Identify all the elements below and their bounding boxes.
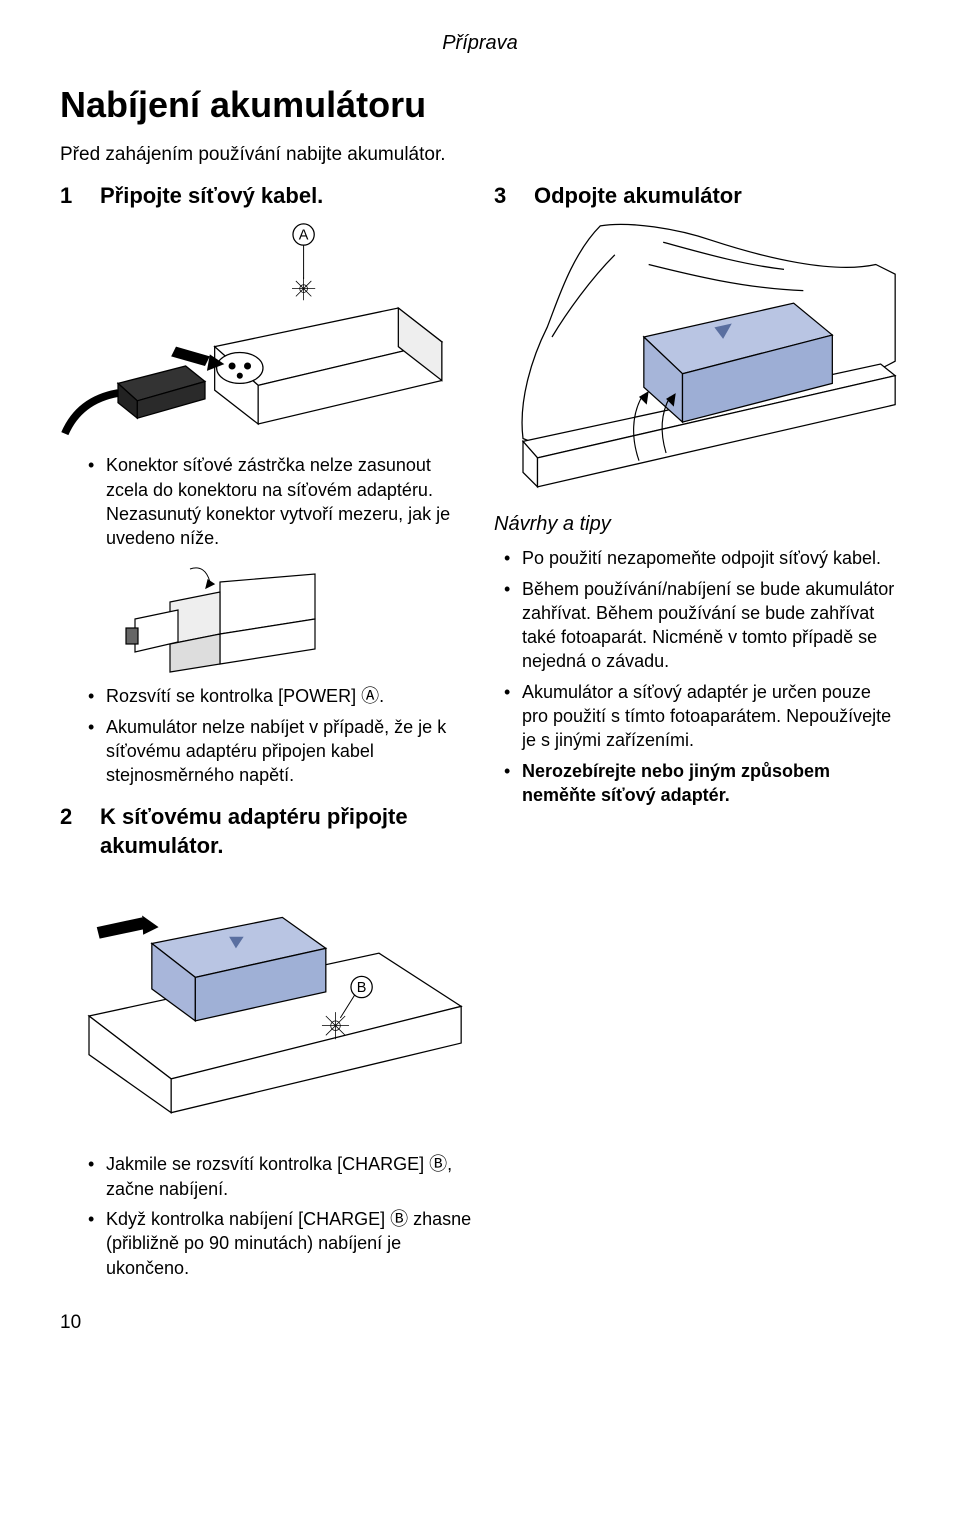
tips-list: Po použití nezapomeňte odpojit síťový ka… (494, 546, 900, 807)
tips-heading: Návrhy a tipy (494, 511, 900, 538)
step-1-title: Připojte síťový kabel. (100, 181, 323, 211)
bullet-1b-0-text: Rozsvítí se kontrolka [POWER] Ⓐ. (106, 686, 384, 706)
figure-2: B (60, 871, 466, 1122)
step-1-number: 1 (60, 181, 78, 211)
page-title: Nabíjení akumulátoru (60, 81, 900, 130)
bullet-fig3-1: Když kontrolka nabíjení [CHARGE] Ⓑ zhasn… (88, 1207, 480, 1280)
step-3-number: 3 (494, 181, 512, 211)
figure-1: A (60, 221, 466, 443)
intro-text: Před zahájením používání nabijte akumulá… (60, 142, 900, 168)
bullet-fig3-0: Jakmile se rozsvítí kontrolka [CHARGE] Ⓑ… (88, 1152, 480, 1201)
tip-0: Po použití nezapomeňte odpojit síťový ka… (504, 546, 900, 570)
bullet-1b-1: Akumulátor nelze nabíjet v případě, že j… (88, 715, 466, 788)
bottom-bullets-block: Jakmile se rozsvítí kontrolka [CHARGE] Ⓑ… (60, 1152, 480, 1279)
tip-3-text: Nerozebírejte nebo jiným způsobem neměňt… (522, 761, 830, 805)
two-column-layout: 1 Připojte síťový kabel. A (60, 181, 900, 1132)
step-2-row: 2 K síťovému adaptéru připojte akumuláto… (60, 802, 466, 861)
bullets-1: Konektor síťové zástrčka nelze zasunout … (60, 453, 466, 550)
step-3-row: 3 Odpojte akumulátor (494, 181, 900, 211)
step-1-row: 1 Připojte síťový kabel. (60, 181, 466, 211)
tip-3: Nerozebírejte nebo jiným způsobem neměňt… (504, 759, 900, 808)
svg-text:A: A (299, 227, 309, 243)
step-3-title: Odpojte akumulátor (534, 181, 742, 211)
tip-2: Akumulátor a síťový adaptér je určen pou… (504, 680, 900, 753)
bullet-1b-0: Rozsvítí se kontrolka [POWER] Ⓐ. (88, 684, 466, 708)
svg-text:B: B (357, 980, 367, 996)
bullets-1b: Rozsvítí se kontrolka [POWER] Ⓐ. Akumulá… (60, 684, 466, 787)
bullet-1-0: Konektor síťové zástrčka nelze zasunout … (88, 453, 466, 550)
step-2-number: 2 (60, 802, 78, 832)
figure-1b (120, 564, 320, 674)
bullets-fig3: Jakmile se rozsvítí kontrolka [CHARGE] Ⓑ… (60, 1152, 480, 1279)
figure-3 (494, 221, 900, 501)
section-header: Příprava (60, 30, 900, 57)
left-column: 1 Připojte síťový kabel. A (60, 181, 466, 1132)
page-number: 10 (60, 1310, 900, 1336)
step-2-title: K síťovému adaptéru připojte akumulátor. (100, 802, 466, 861)
tip-1: Během používání/nabíjení se bude akumulá… (504, 577, 900, 674)
right-column: 3 Odpojte akumulátor (494, 181, 900, 1132)
